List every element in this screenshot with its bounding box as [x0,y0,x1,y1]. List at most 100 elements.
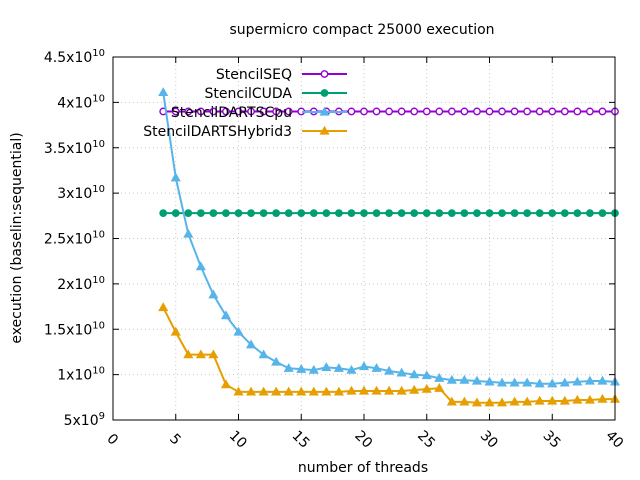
data-point [209,209,218,217]
data-point [222,107,230,116]
data-point [347,107,356,116]
data-point [572,376,583,386]
series-0 [159,107,619,116]
data-point [222,209,230,217]
data-point [321,386,332,396]
data-point [598,107,607,116]
data-point [271,386,282,396]
data-point [559,377,570,387]
data-point [158,302,169,312]
data-point [597,375,608,385]
data-point [271,356,282,366]
data-point [522,396,533,406]
data-point [283,386,294,396]
data-point [372,107,381,116]
series-2 [158,87,621,388]
data-point [385,107,393,116]
data-point [548,209,557,217]
data-point [196,209,205,217]
series-layer [158,87,621,407]
data-point [296,363,307,373]
grid-layer [113,57,615,420]
data-point [258,386,269,396]
data-point [496,397,508,407]
data-point [584,375,595,385]
data-point [447,107,456,116]
data-point [397,107,406,116]
y-tick-label: 1.5x1010 [44,320,105,338]
data-point [272,107,281,116]
data-point [308,386,319,396]
data-point [573,209,582,217]
y-tick-label: 1x1010 [57,366,105,384]
data-point [170,172,181,182]
data-point [208,349,219,359]
data-point [396,367,407,377]
data-point [195,261,206,271]
chart-title: supermicro compact 25000 execution [229,22,494,38]
x-tick-label: 40 [602,428,626,452]
data-point [360,107,368,116]
data-point [234,209,243,217]
data-point [509,377,520,387]
data-point [446,396,457,406]
data-point [410,107,419,116]
data-point [598,209,607,217]
data-point [422,209,431,217]
data-point [308,364,319,374]
data-point [283,363,294,372]
data-point [259,209,268,217]
data-point [460,209,469,217]
data-point [183,228,194,238]
data-point [559,395,570,405]
y-tick-label: 2.5x1010 [44,230,105,248]
data-point [434,373,445,382]
data-point [435,107,444,116]
data-point [547,395,558,405]
data-point [409,384,420,394]
data-point [510,209,519,217]
data-point [372,209,381,217]
data-point [485,209,494,217]
data-point [410,209,419,217]
legend-marker [320,70,329,78]
data-point [572,394,583,404]
data-point [333,386,344,396]
data-point [245,386,257,396]
data-point [333,363,344,372]
series-3 [158,302,621,407]
data-point [548,107,557,116]
x-tick-label: 20 [351,428,375,452]
data-point [184,107,193,116]
data-point [284,107,293,116]
data-point [409,369,420,379]
data-point [220,379,232,389]
data-point [346,385,357,395]
data-point [209,107,218,116]
data-point [421,370,432,380]
data-point [322,209,331,217]
data-point [234,107,243,116]
data-point [171,209,180,217]
data-point [195,349,206,359]
data-point [473,107,481,116]
data-point [421,383,432,393]
legend-marker [320,89,329,97]
data-point [573,107,582,116]
data-point [509,396,520,406]
data-point [496,377,508,387]
data-point [584,394,595,404]
data-point [534,378,545,388]
data-point [335,209,343,217]
x-tick-label: 35 [540,428,564,452]
data-point [170,326,181,336]
data-point [247,107,255,116]
data-point [435,209,444,217]
data-point [233,386,244,396]
data-point [384,385,395,395]
data-point [358,385,370,395]
data-point [171,107,180,116]
x-axis-title: number of threads [298,460,428,476]
data-point [397,209,406,217]
